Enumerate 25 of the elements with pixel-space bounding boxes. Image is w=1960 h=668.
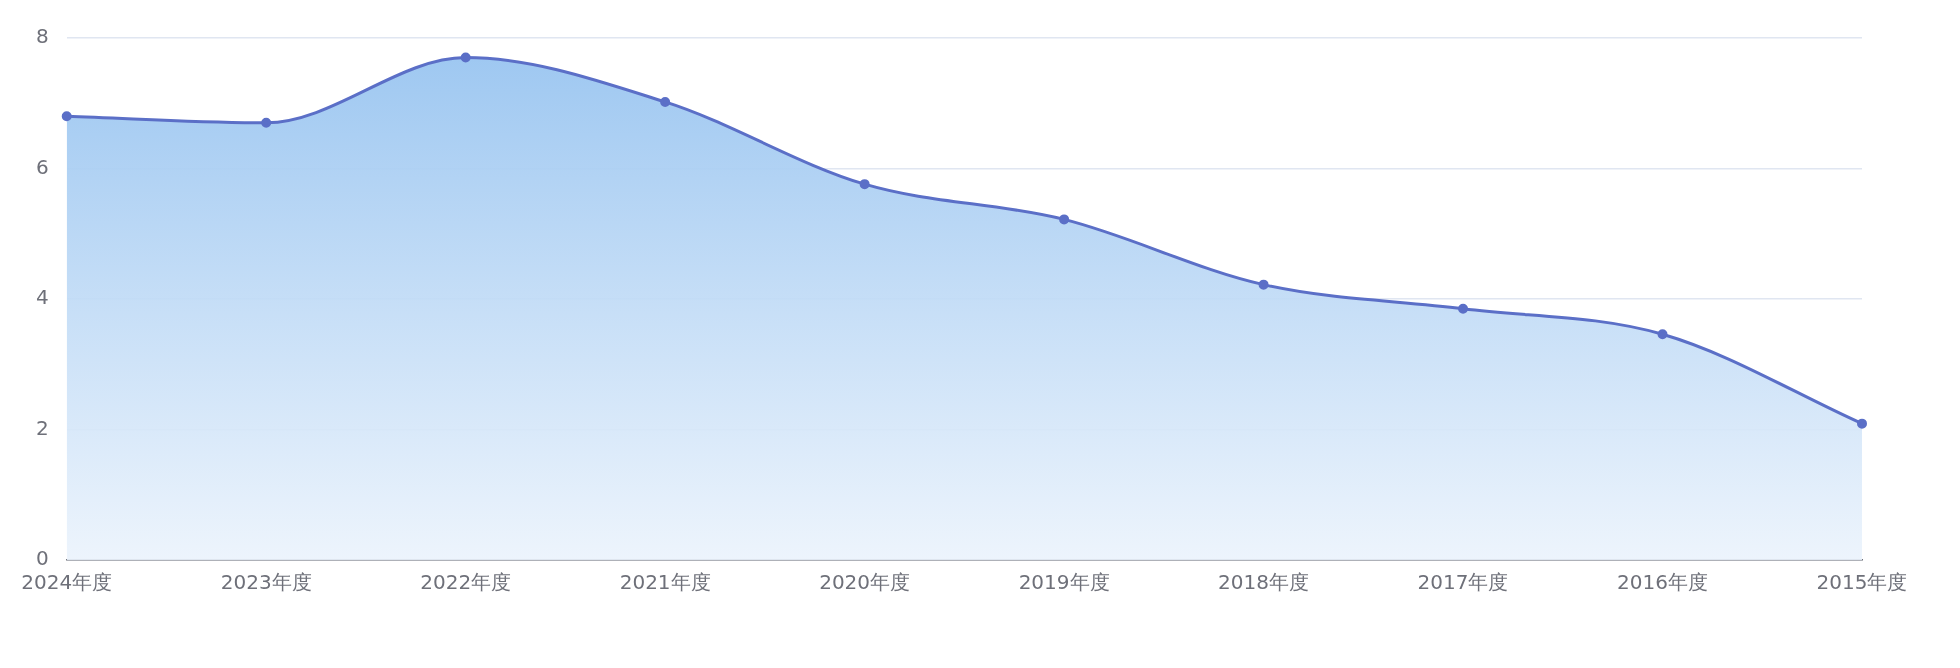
point bbox=[460, 52, 471, 63]
x-tick-label: 2019年度 bbox=[1018, 570, 1110, 595]
x-tick-label: 2024年度 bbox=[21, 570, 113, 595]
point bbox=[660, 96, 671, 107]
y-tick-label: 2 bbox=[35, 415, 49, 440]
y-tick-label: 8 bbox=[35, 24, 49, 49]
x-tick-label: 2020年度 bbox=[819, 570, 911, 595]
x-tick-label: 2017年度 bbox=[1417, 570, 1509, 595]
x-tick-label: 2015年度 bbox=[1816, 570, 1908, 595]
point bbox=[1059, 214, 1070, 225]
point bbox=[1657, 329, 1668, 340]
x-tick-label: 2016年度 bbox=[1617, 570, 1708, 595]
y-tick-label: 6 bbox=[35, 154, 49, 179]
point bbox=[859, 179, 870, 190]
point bbox=[1258, 279, 1269, 290]
point bbox=[61, 111, 72, 122]
x-tick-label: 2022年度 bbox=[420, 570, 512, 595]
y-tick-label: 4 bbox=[35, 285, 49, 310]
y-tick-label: 0 bbox=[35, 546, 49, 571]
point bbox=[1857, 418, 1867, 429]
x-tick-label: 2021年度 bbox=[619, 570, 711, 595]
point bbox=[261, 117, 272, 128]
x-tick-label: 2018年度 bbox=[1218, 570, 1310, 595]
x-tick-label: 2023年度 bbox=[220, 570, 312, 595]
point bbox=[1458, 303, 1469, 314]
